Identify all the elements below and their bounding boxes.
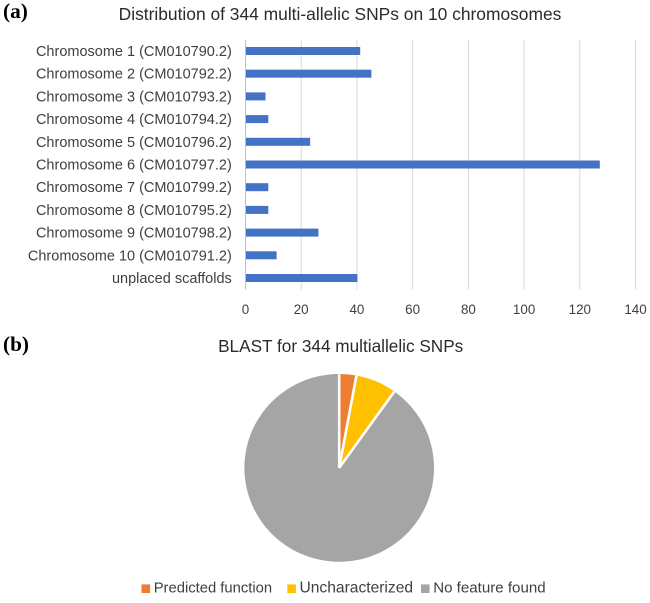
svg-text:Chromosome 7 (CM010799.2): Chromosome 7 (CM010799.2) [36,180,232,196]
svg-text:100: 100 [513,302,535,317]
svg-text:Chromosome 2 (CM010792.2): Chromosome 2 (CM010792.2) [36,67,232,83]
svg-text:Predicted function: Predicted function [154,580,272,596]
svg-text:120: 120 [569,302,591,317]
svg-text:Chromosome 6 (CM010797.2): Chromosome 6 (CM010797.2) [36,158,232,174]
svg-text:40: 40 [349,302,364,317]
svg-text:(a): (a) [3,0,28,23]
svg-text:unplaced scaffolds: unplaced scaffolds [112,271,232,287]
svg-text:Chromosome 9 (CM010798.2): Chromosome 9 (CM010798.2) [36,226,232,242]
svg-text:0: 0 [242,302,249,317]
svg-text:BLAST for 344 multiallelic SNP: BLAST for 344 multiallelic SNPs [218,336,463,356]
svg-text:Distribution of 344 multi-alle: Distribution of 344 multi-allelic SNPs o… [119,4,562,24]
svg-text:60: 60 [405,302,420,317]
svg-text:Uncharacterized: Uncharacterized [300,579,414,596]
svg-text:No feature found: No feature found [433,579,545,596]
svg-text:Chromosome 5 (CM010796.2): Chromosome 5 (CM010796.2) [36,135,232,151]
svg-text:Chromosome 1 (CM010790.2): Chromosome 1 (CM010790.2) [36,44,232,60]
svg-text:140: 140 [624,302,646,317]
svg-text:20: 20 [294,302,309,317]
svg-text:(b): (b) [3,332,29,356]
svg-text:Chromosome 10 (CM010791.2): Chromosome 10 (CM010791.2) [28,248,232,264]
svg-text:Chromosome 8 (CM010795.2): Chromosome 8 (CM010795.2) [36,203,232,219]
svg-text:80: 80 [461,302,476,317]
svg-text:Chromosome 4 (CM010794.2): Chromosome 4 (CM010794.2) [36,112,232,128]
svg-text:Chromosome 3 (CM010793.2): Chromosome 3 (CM010793.2) [36,89,232,105]
